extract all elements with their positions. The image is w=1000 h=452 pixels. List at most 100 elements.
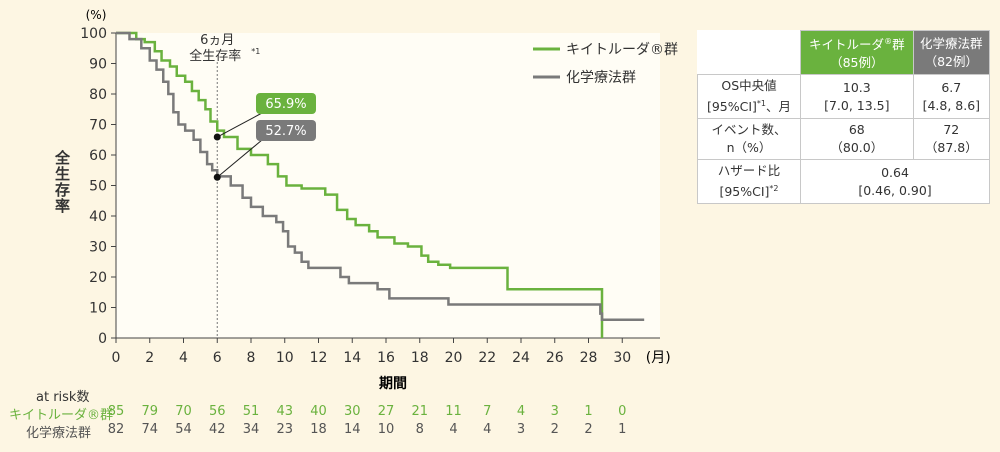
at-risk-keytruda-value: 21	[411, 404, 429, 419]
x-tick-label: 4	[179, 350, 188, 366]
stats-row-events-label: イベント数、 n（%）	[697, 118, 801, 161]
stats-row-hazard: ハザード比 [95%CI]*2 0.64 [0.46, 0.90]	[697, 159, 990, 205]
annotation-box	[256, 120, 316, 141]
header-keytruda-reg: ®	[884, 37, 893, 46]
x-tick-label: 12	[310, 350, 328, 366]
legend-label: キイトルーダ®群	[566, 42, 678, 58]
y-tick-label: 40	[89, 209, 107, 225]
at-risk-chemo-value: 74	[141, 422, 159, 437]
y-tick-label: 20	[89, 270, 107, 286]
x-tick-label: 24	[512, 350, 530, 366]
y-axis: 0 10 20 30 40 50 60 70 80 90 100	[80, 26, 117, 347]
x-tick-label: 6	[213, 350, 222, 366]
annotation-leader	[217, 112, 263, 138]
at-risk-keytruda-value: 85	[107, 404, 125, 419]
series-line-keytruda	[116, 31, 604, 338]
x-tick-label: 10	[276, 350, 294, 366]
x-tick-label: 16	[377, 350, 395, 366]
y-tick-label: 70	[89, 118, 107, 134]
reference-label-sup: *1	[251, 47, 260, 56]
annotation-point	[213, 133, 221, 141]
at-risk-chemo-value: 3	[516, 422, 526, 437]
header-chemo-count: （82例）	[924, 53, 979, 69]
at-risk-title: at risk数	[36, 390, 90, 405]
events-chemo-value: 72	[943, 122, 960, 138]
x-tick-label: 22	[478, 350, 496, 366]
stats-header-blank	[698, 31, 801, 75]
hazard-label-sup: *2	[769, 184, 779, 194]
at-risk-chemo-value: 23	[276, 422, 294, 437]
stats-header-row: キイトルーダ®群 （85例） 化学療法群 （82例）	[698, 29, 991, 76]
at-risk-chemo-value: 18	[310, 422, 327, 437]
reference-label-line2: 全生存率	[189, 48, 241, 64]
x-tick-label: 18	[411, 350, 429, 366]
annotation-label: 52.7%	[265, 124, 306, 139]
annotations: 65.9% 52.7%	[213, 93, 316, 181]
series-lines	[116, 31, 645, 338]
at-risk-keytruda-value: 51	[242, 404, 260, 419]
header-chemo-name: 化学療法群	[920, 35, 983, 51]
x-tick-label: 28	[580, 350, 598, 366]
at-risk-keytruda-value: 3	[550, 404, 559, 419]
y-tick-label: 60	[89, 148, 107, 164]
hazard-value: 0.64	[881, 164, 909, 180]
stats-row-median: OS中央値 [95%CI]*1、月 10.3 [7.0, 13.5] 6.7 […	[697, 74, 991, 120]
stats-row-hazard-label: ハザード比 [95%CI]*2	[697, 159, 801, 205]
at-risk-keytruda-label: キイトルーダ®群	[9, 408, 114, 423]
at-risk-keytruda-value: 4	[516, 404, 526, 419]
y-tick-label: 0	[98, 331, 107, 347]
y-unit-label: (%)	[86, 8, 107, 22]
x-tick-label: 14	[343, 350, 361, 366]
at-risk-keytruda-value: 30	[343, 404, 361, 419]
median-keytruda-value: 10.3	[842, 79, 871, 95]
x-tick-label: 26	[546, 350, 564, 366]
events-label-line1: イベント数、	[711, 122, 787, 138]
hazard-ci: [0.46, 0.90]	[858, 182, 932, 198]
at-risk-keytruda-value: 7	[483, 404, 492, 419]
hazard-label-line2: [95%CI]	[719, 184, 770, 200]
at-risk-chemo-value: 54	[175, 422, 192, 437]
annotation-leader	[216, 139, 263, 178]
y-axis-title-text: 全生存率	[53, 149, 71, 214]
median-chemo-value: 6.7	[941, 79, 962, 95]
series-line-chemo	[116, 31, 645, 321]
at-risk-chemo-value: 10	[377, 422, 395, 437]
hazard-label-line1: ハザード比	[717, 163, 781, 179]
header-keytruda-name: キイトルーダ	[809, 37, 885, 53]
median-chemo-ci: [4.8, 8.6]	[922, 97, 981, 113]
y-tick-label: 100	[80, 26, 107, 42]
annotation-label: 65.9%	[265, 97, 306, 112]
x-unit-label: (月)	[646, 350, 671, 366]
x-tick-label: 30	[613, 350, 631, 366]
x-axis-title: 期間	[379, 376, 407, 392]
events-keytruda-pct: （80.0）	[830, 140, 884, 156]
reference-label-line1: 6ヵ月	[200, 33, 234, 48]
stats-table: キイトルーダ®群 （85例） 化学療法群 （82例） OS中央値 [95%CI]…	[697, 29, 991, 205]
stats-row-events: イベント数、 n（%） 68 （80.0） 72 （87.8）	[697, 118, 991, 161]
at-risk-chemo-value: 4	[483, 422, 492, 437]
at-risk-chemo-value: 4	[449, 422, 458, 437]
y-tick-label: 30	[89, 240, 107, 256]
median-label-tail: 、月	[766, 99, 792, 115]
events-keytruda-value: 68	[848, 122, 865, 138]
median-label-line2: [95%CI]	[706, 99, 757, 115]
stats-panel: キイトルーダ®群 （85例） 化学療法群 （82例） OS中央値 [95%CI]…	[697, 29, 991, 205]
at-risk-keytruda-value: 1	[584, 404, 593, 419]
at-risk-keytruda-value: 27	[377, 404, 395, 419]
at-risk-keytruda-value: 0	[618, 404, 627, 419]
stats-events-chemo: 72 （87.8）	[912, 118, 991, 161]
at-risk-keytruda-value: 11	[445, 404, 462, 419]
x-tick-label: 8	[247, 350, 256, 366]
stats-events-keytruda: 68 （80.0）	[800, 118, 914, 161]
x-tick-label: 20	[445, 350, 463, 366]
stats-header-chemo: 化学療法群 （82例）	[912, 29, 991, 76]
at-risk-chemo-value: 8	[415, 422, 424, 437]
events-chemo-pct: （87.8）	[924, 140, 978, 156]
x-axis: 0 2 4 6 8 10 12 14 16 18 20 22 24 26 28 30	[112, 337, 660, 366]
x-tick-label: 2	[145, 350, 154, 366]
at-risk-keytruda-value: 70	[175, 404, 192, 419]
at-risk-keytruda-value: 43	[276, 404, 294, 419]
